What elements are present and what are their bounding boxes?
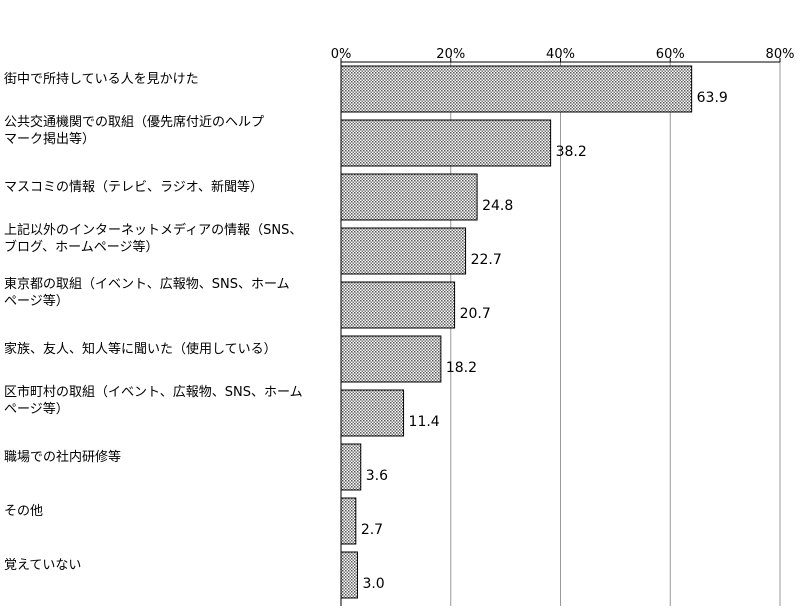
category-label: 覚えていない — [4, 557, 334, 574]
bar — [340, 551, 358, 599]
value-label: 18.2 — [446, 360, 477, 376]
x-tick-label: 20% — [436, 47, 465, 62]
bar — [340, 65, 693, 113]
bar — [340, 443, 362, 491]
category-label: マスコミの情報（テレビ、ラジオ、新聞等） — [4, 179, 334, 196]
x-tick-label: 60% — [656, 47, 685, 62]
value-label: 22.7 — [471, 252, 502, 268]
category-label-line: ブログ、ホームページ等） — [4, 240, 159, 255]
x-tick-label: 40% — [546, 47, 575, 62]
category-label-line: 覚えていない — [4, 558, 82, 573]
bar — [340, 497, 357, 545]
category-label-line: ページ等） — [4, 294, 69, 309]
value-label: 2.7 — [361, 522, 383, 538]
category-label-line: その他 — [4, 504, 44, 519]
value-label: 3.0 — [362, 576, 384, 592]
bar — [340, 281, 456, 329]
value-label: 24.8 — [482, 198, 513, 214]
category-label-line: 街中で所持している人を見かけた — [4, 72, 199, 87]
category-label-line: 家族、友人、知人等に聞いた（使用している） — [4, 342, 277, 357]
category-label-line: 上記以外のインターネットメディアの情報（SNS、 — [4, 223, 303, 238]
category-label-line: ページ等） — [4, 402, 69, 417]
value-label: 63.9 — [697, 90, 728, 106]
category-label: 東京都の取組（イベント、広報物、SNS、ホーム ページ等） — [4, 276, 334, 310]
bar — [340, 119, 552, 167]
category-label-line: マスコミの情報（テレビ、ラジオ、新聞等） — [4, 180, 263, 195]
x-tick-label: 0% — [331, 47, 352, 62]
category-label-line: 区市町村の取組（イベント、広報物、SNS、ホーム — [4, 385, 303, 400]
category-label: 家族、友人、知人等に聞いた（使用している） — [4, 341, 334, 358]
x-tick-label: 80% — [766, 47, 795, 62]
bar — [340, 227, 467, 275]
value-label: 20.7 — [460, 306, 491, 322]
data-labels: 63.9 38.2 24.8 22.7 20.7 18.2 11.4 3.6 2.7 3.0 — [361, 90, 728, 592]
category-label: 上記以外のインターネットメディアの情報（SNS、 ブログ、ホームページ等） — [4, 222, 334, 256]
category-label: 公共交通機関での取組（優先席付近のヘルプ マーク掲出等） — [4, 114, 334, 148]
bar — [340, 173, 478, 221]
bar — [340, 389, 405, 437]
category-label: 職場での社内研修等 — [4, 449, 334, 466]
category-label-line: 公共交通機関での取組（優先席付近のヘルプ — [4, 115, 265, 130]
category-label: 街中で所持している人を見かけた — [4, 71, 334, 88]
value-label: 38.2 — [556, 144, 587, 160]
value-label: 3.6 — [366, 468, 388, 484]
category-label-line: 東京都の取組（イベント、広報物、SNS、ホーム — [4, 277, 290, 292]
value-label: 11.4 — [409, 414, 440, 430]
category-label: 区市町村の取組（イベント、広報物、SNS、ホーム ページ等） — [4, 384, 334, 418]
category-label: その他 — [4, 503, 334, 520]
bars — [340, 65, 693, 599]
gridlines — [450, 62, 781, 606]
bar — [340, 335, 442, 383]
category-label-line: 職場での社内研修等 — [4, 450, 122, 465]
category-label-line: マーク掲出等） — [4, 132, 96, 147]
x-axis: 0% 20% 40% 60% 80% — [331, 47, 795, 606]
